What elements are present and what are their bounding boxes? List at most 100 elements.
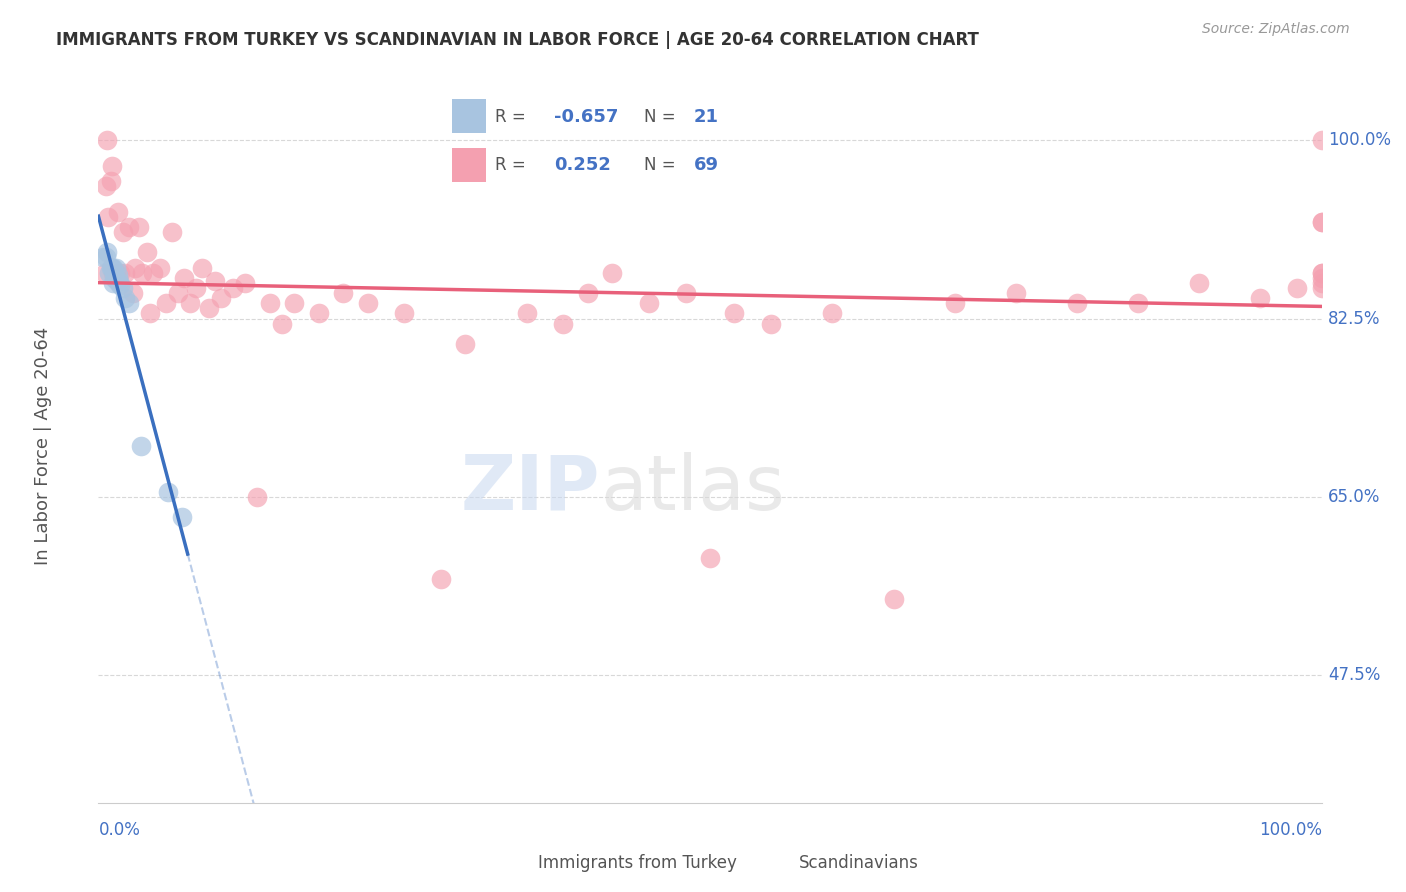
Point [270,317,294,331]
Text: 69: 69 [693,155,718,174]
Point [107,268,129,282]
Text: 0.252: 0.252 [554,155,612,174]
Point [114,291,136,305]
Point [1310,266,1333,280]
Point [191,260,214,275]
Point [356,296,378,310]
Text: 0.0%: 0.0% [98,821,141,838]
Point [91,251,114,265]
Point [111,225,134,239]
Point [96,245,118,260]
Text: R =: R = [495,108,526,126]
Point [332,286,354,301]
Text: -0.657: -0.657 [554,108,619,126]
Point [114,266,136,280]
Point [108,274,131,288]
Point [136,245,159,260]
Point [209,291,232,305]
Point [454,337,477,351]
Text: 65.0%: 65.0% [1327,488,1381,506]
Text: R =: R = [495,155,526,174]
Point [118,296,141,310]
Point [600,266,623,280]
Point [98,266,121,280]
Point [515,306,537,320]
Point [110,277,132,292]
Point [103,270,125,285]
Point [259,296,281,310]
Point [104,266,127,280]
Text: Scandinavians: Scandinavians [799,854,918,871]
Point [139,306,162,320]
Point [155,296,177,310]
Bar [453,148,486,181]
Point [233,276,256,290]
Point [186,281,208,295]
Text: N =: N = [644,155,675,174]
Point [142,266,165,280]
Point [101,276,124,290]
Point [179,296,201,310]
Point [157,484,180,499]
Point [1310,215,1333,229]
Point [723,306,745,320]
Point [699,551,721,566]
Point [1310,133,1333,147]
Point [110,266,132,280]
Point [675,286,697,301]
Point [308,306,330,320]
Point [149,260,172,275]
Point [128,219,150,234]
Point [103,266,125,280]
Point [761,317,783,331]
Point [129,439,152,453]
Point [167,286,190,301]
Point [101,159,124,173]
Point [430,572,453,586]
Text: 47.5%: 47.5% [1327,666,1381,684]
Point [1249,291,1271,305]
Point [100,260,122,275]
Text: N =: N = [644,108,675,126]
Point [283,296,305,310]
Text: 82.5%: 82.5% [1327,310,1381,327]
Point [101,266,124,280]
Point [1188,276,1211,290]
Point [104,260,127,275]
Point [105,274,128,288]
Point [94,179,117,194]
Point [576,286,599,301]
Point [118,219,141,234]
Bar [453,99,486,133]
Point [943,296,966,310]
Point [97,210,120,224]
Text: 100.0%: 100.0% [1258,821,1322,838]
Point [883,591,905,606]
Point [101,260,124,275]
Point [1310,276,1333,290]
Point [107,204,129,219]
Point [246,490,269,504]
Text: Immigrants from Turkey: Immigrants from Turkey [538,854,737,871]
Text: atlas: atlas [600,452,785,525]
Text: IMMIGRANTS FROM TURKEY VS SCANDINAVIAN IN LABOR FORCE | AGE 20-64 CORRELATION CH: IMMIGRANTS FROM TURKEY VS SCANDINAVIAN I… [56,31,979,49]
Point [1286,281,1309,295]
Point [121,286,143,301]
Point [100,174,122,188]
Point [93,266,115,280]
Point [1310,270,1333,285]
Text: Source: ZipAtlas.com: Source: ZipAtlas.com [1202,22,1350,37]
Point [173,270,195,285]
Point [392,306,416,320]
Point [124,260,146,275]
Point [637,296,661,310]
Point [170,510,193,524]
Point [101,260,124,275]
Point [1310,266,1333,280]
Point [1066,296,1088,310]
Text: 21: 21 [693,108,718,126]
Point [204,274,226,288]
Point [222,281,245,295]
Text: In Labor Force | Age 20-64: In Labor Force | Age 20-64 [34,326,52,566]
Point [1310,215,1333,229]
